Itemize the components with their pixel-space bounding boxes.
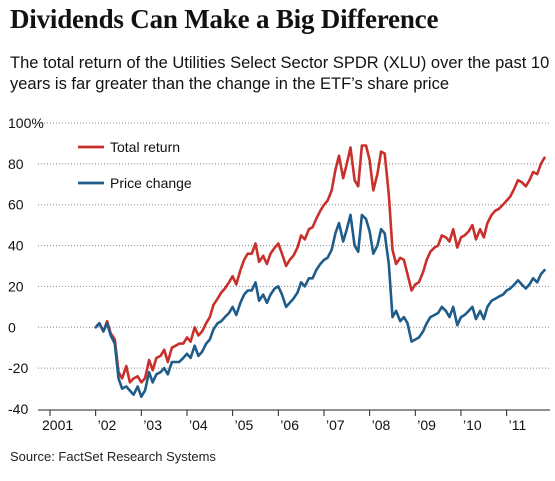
x-tick-label: ’06	[280, 417, 299, 433]
y-tick-label: 20	[8, 278, 24, 294]
series-lines	[94, 144, 546, 399]
x-tick-label: ’02	[98, 417, 117, 433]
series-line-total-return	[94, 144, 546, 384]
gridlines	[38, 122, 550, 369]
x-tick-label: ’03	[143, 417, 162, 433]
legend: Total return Price change	[78, 139, 192, 191]
legend-label: Price change	[110, 175, 192, 191]
y-tick-label: -20	[8, 360, 28, 376]
y-tick-label: 80	[8, 156, 24, 172]
y-tick-label: 60	[8, 197, 24, 213]
x-tick-label: ’10	[463, 417, 482, 433]
x-tick-label: ’05	[235, 417, 254, 433]
y-tick-label: 100%	[8, 115, 44, 131]
x-tick-label: 2001	[42, 417, 73, 433]
chart-source: Source: FactSet Research Systems	[10, 449, 216, 464]
x-tick-label: ’07	[326, 417, 345, 433]
y-tick-label: 0	[8, 319, 16, 335]
y-axis-ticks: 100% 80 60 40 20 0 -20 -40	[8, 115, 44, 417]
x-tick-label: ’09	[417, 417, 436, 433]
y-tick-label: -40	[8, 401, 28, 417]
x-tick-label: ’04	[189, 417, 208, 433]
y-tick-label: 40	[8, 238, 24, 254]
legend-label: Total return	[110, 139, 180, 155]
x-tick-label: ’08	[372, 417, 391, 433]
x-axis: 2001 ’02 ’03 ’04 ’05 ’06 ’07 ’08 ’09 ’10 ’11	[38, 409, 550, 433]
chart-title: Dividends Can Make a Big Difference	[10, 4, 439, 34]
chart-subtitle: The total return of the Utilities Select…	[10, 54, 550, 93]
series-line-price-change	[94, 213, 546, 399]
x-tick-label: ’11	[509, 417, 527, 433]
